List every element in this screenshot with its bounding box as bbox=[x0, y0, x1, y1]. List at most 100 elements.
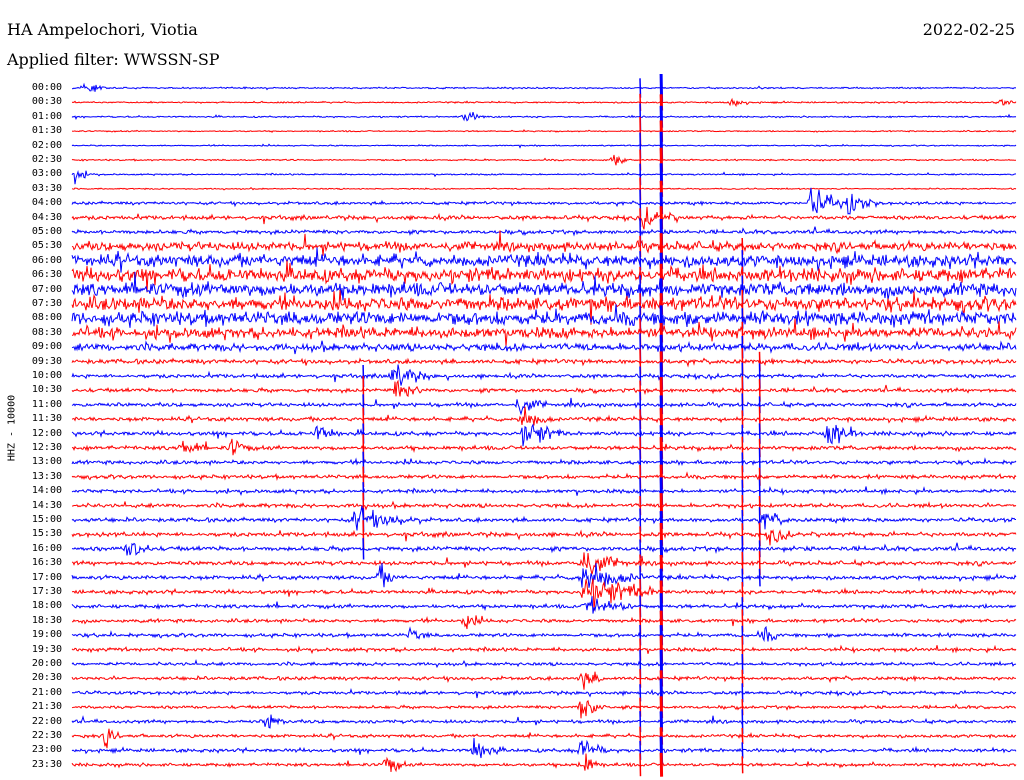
trace-row-0100 bbox=[71, 111, 1017, 122]
time-tick-0730: 07:30 bbox=[31, 298, 62, 309]
time-tick-0200: 02:00 bbox=[31, 139, 62, 151]
trace-row-2100 bbox=[71, 688, 1017, 699]
time-tick-1200: 12:00 bbox=[31, 427, 62, 439]
time-tick-0000: 00:00 bbox=[31, 82, 62, 93]
time-tick-1930: 19:30 bbox=[31, 643, 62, 655]
trace-row-1900 bbox=[71, 625, 1017, 643]
time-tick-1630: 16:30 bbox=[31, 557, 62, 569]
trace-row-2000 bbox=[71, 658, 1017, 669]
filter-label: Applied filter: WWSSN-SP bbox=[7, 50, 220, 69]
trace-row-1100 bbox=[71, 397, 1017, 416]
trace-row-0700 bbox=[71, 271, 1017, 301]
time-tick-1730: 17:30 bbox=[31, 586, 62, 597]
trace-row-2230 bbox=[71, 728, 1017, 749]
time-tick-0230: 02:30 bbox=[31, 154, 62, 165]
station-title: HA Ampelochori, Viotia bbox=[7, 20, 198, 39]
time-tick-1800: 18:00 bbox=[31, 600, 62, 612]
trace-row-2330 bbox=[71, 753, 1017, 773]
trace-row-1200 bbox=[71, 423, 1017, 447]
spike-3-row-32 bbox=[362, 538, 365, 560]
trace-row-0530 bbox=[71, 230, 1017, 256]
trace-row-0930 bbox=[71, 357, 1017, 368]
trace-row-0000 bbox=[71, 82, 1017, 92]
spike-0-row-33 bbox=[659, 554, 664, 572]
time-tick-1130: 11:30 bbox=[31, 413, 62, 425]
trace-row-0400 bbox=[71, 187, 1017, 215]
trace-row-2030 bbox=[71, 671, 1017, 690]
time-tick-0700: 07:00 bbox=[31, 283, 62, 295]
trace-row-1830 bbox=[72, 615, 1017, 630]
trace-row-0430 bbox=[71, 206, 1017, 230]
trace-row-0230 bbox=[71, 154, 1016, 166]
time-tick-1330: 13:30 bbox=[31, 470, 62, 482]
time-tick-0030: 00:30 bbox=[31, 96, 62, 108]
spike-0-row-47 bbox=[659, 752, 664, 777]
time-tick-0430: 04:30 bbox=[31, 211, 62, 223]
trace-row-2130 bbox=[71, 699, 1016, 719]
spike-2-row-46 bbox=[741, 742, 744, 759]
time-tick-1000: 10:00 bbox=[31, 370, 62, 381]
time-tick-0500: 05:00 bbox=[31, 226, 62, 237]
time-tick-1600: 16:00 bbox=[31, 542, 62, 554]
time-tick-2300: 23:00 bbox=[31, 744, 62, 756]
time-tick-0900: 09:00 bbox=[31, 341, 62, 353]
time-tick-1530: 15:30 bbox=[31, 528, 62, 540]
trace-row-1730 bbox=[71, 578, 1017, 611]
time-tick-0300: 03:00 bbox=[31, 168, 62, 180]
time-tick-1830: 18:30 bbox=[31, 614, 62, 626]
spike-1-row-47 bbox=[639, 753, 642, 777]
time-tick-0930: 09:30 bbox=[31, 355, 62, 367]
trace-row-0330 bbox=[71, 187, 1017, 191]
trace-row-1300 bbox=[71, 457, 1017, 469]
trace-row-1430 bbox=[72, 500, 1017, 511]
trace-row-0030 bbox=[71, 97, 1017, 108]
trace-row-1330 bbox=[71, 471, 1017, 482]
time-tick-0100: 01:00 bbox=[31, 110, 62, 122]
time-tick-0130: 01:30 bbox=[31, 125, 62, 137]
time-tick-2100: 21:00 bbox=[31, 686, 62, 698]
time-tick-2330: 23:30 bbox=[31, 758, 62, 770]
spike-2-row-45 bbox=[741, 727, 744, 745]
time-tick-1900: 19:00 bbox=[31, 629, 62, 641]
time-tick-1700: 17:00 bbox=[31, 571, 62, 583]
trace-row-1630 bbox=[71, 552, 1017, 575]
trace-row-0800 bbox=[71, 304, 1017, 328]
time-tick-1430: 14:30 bbox=[31, 499, 62, 511]
time-tick-0330: 03:30 bbox=[31, 182, 62, 194]
time-tick-1400: 14:00 bbox=[31, 485, 62, 497]
spike-0-row-32 bbox=[659, 539, 664, 558]
trace-row-0600 bbox=[71, 247, 1017, 273]
time-tick-2030: 20:30 bbox=[31, 672, 62, 684]
trace-row-1500 bbox=[71, 505, 1016, 531]
trace-row-2200 bbox=[71, 714, 1017, 729]
time-tick-0600: 06:00 bbox=[31, 254, 62, 266]
trace-row-1130 bbox=[71, 406, 1017, 426]
trace-row-1700 bbox=[71, 562, 1017, 588]
trace-row-1000 bbox=[71, 364, 1017, 386]
time-tick-1230: 12:30 bbox=[31, 442, 62, 453]
time-tick-1500: 15:00 bbox=[31, 514, 62, 525]
trace-row-1400 bbox=[71, 485, 1017, 496]
trace-row-0830 bbox=[71, 318, 1017, 347]
trace-row-0130 bbox=[71, 128, 1017, 133]
time-tick-0400: 04:00 bbox=[31, 197, 62, 209]
trace-row-1600 bbox=[71, 542, 1017, 556]
time-tick-1030: 10:30 bbox=[31, 384, 62, 396]
time-tick-2130: 21:30 bbox=[31, 701, 62, 713]
trace-row-1030 bbox=[71, 379, 1017, 398]
date-label: 2022-02-25 bbox=[922, 20, 1015, 39]
time-tick-0830: 08:30 bbox=[31, 326, 62, 338]
trace-row-1530 bbox=[71, 529, 1017, 546]
time-tick-0630: 06:30 bbox=[31, 269, 62, 281]
spike-4-row-34 bbox=[758, 568, 761, 587]
time-tick-0530: 05:30 bbox=[31, 240, 62, 252]
trace-row-0630 bbox=[71, 260, 1017, 293]
time-tick-2200: 22:00 bbox=[31, 715, 62, 727]
time-tick-2000: 20:00 bbox=[31, 658, 62, 669]
trace-row-1930 bbox=[71, 644, 1017, 655]
spike-2-row-47 bbox=[741, 756, 744, 774]
trace-row-2300 bbox=[71, 737, 1017, 759]
trace-row-0300 bbox=[71, 169, 1017, 185]
time-tick-1300: 13:00 bbox=[31, 456, 62, 468]
